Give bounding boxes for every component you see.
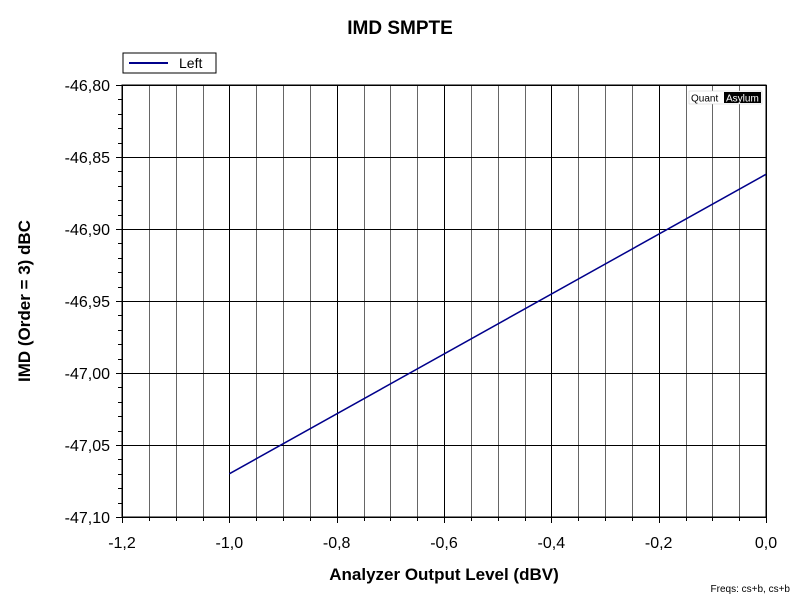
x-tick-label: -0,2 xyxy=(645,535,673,552)
legend-label: Left xyxy=(179,55,202,71)
x-axis-label: Analyzer Output Level (dBV) xyxy=(329,565,559,584)
y-tick-label: -47,00 xyxy=(65,366,110,383)
y-axis-label: IMD (Order = 3) dBC xyxy=(15,220,34,382)
y-tick-label: -46,90 xyxy=(65,222,110,239)
x-tick-label: 0,0 xyxy=(755,535,777,552)
y-tick-label: -47,10 xyxy=(65,510,110,527)
logo-text-asylum: Asylum xyxy=(726,94,759,105)
legend-box xyxy=(122,52,217,74)
y-tick-label: -46,95 xyxy=(65,294,110,311)
x-tick-label: -0,8 xyxy=(323,535,351,552)
series-line-left xyxy=(228,173,767,475)
major-grid xyxy=(122,85,767,518)
legend: Left xyxy=(122,52,217,74)
x-tick-label: -1,0 xyxy=(216,535,244,552)
x-tick-label: -0,6 xyxy=(430,535,458,552)
tick-marks xyxy=(116,85,767,523)
logo-dark-block xyxy=(724,92,761,103)
y-tick-label: -47,05 xyxy=(65,438,110,455)
x-tick-label: -1,2 xyxy=(108,535,136,552)
chart-title: IMD SMPTE xyxy=(347,18,453,39)
x-tick-label: -0,4 xyxy=(538,535,566,552)
footer-frequencies: Freqs: cs+b, cs+b xyxy=(711,584,791,595)
x-tick-labels: -1,2 -1,0 -0,8 -0,6 -0,4 -0,2 0,0 xyxy=(108,535,777,552)
logo-text-quant: Quant xyxy=(691,94,718,105)
series-layer xyxy=(228,173,767,475)
y-tick-label: -46,85 xyxy=(65,150,110,167)
y-tick-label: -46,80 xyxy=(65,78,110,95)
y-tick-labels: -46,80 -46,85 -46,90 -46,95 -47,00 -47,05 -47,… xyxy=(65,78,110,527)
quantasylum-logo: Quant Asylum xyxy=(688,90,763,105)
